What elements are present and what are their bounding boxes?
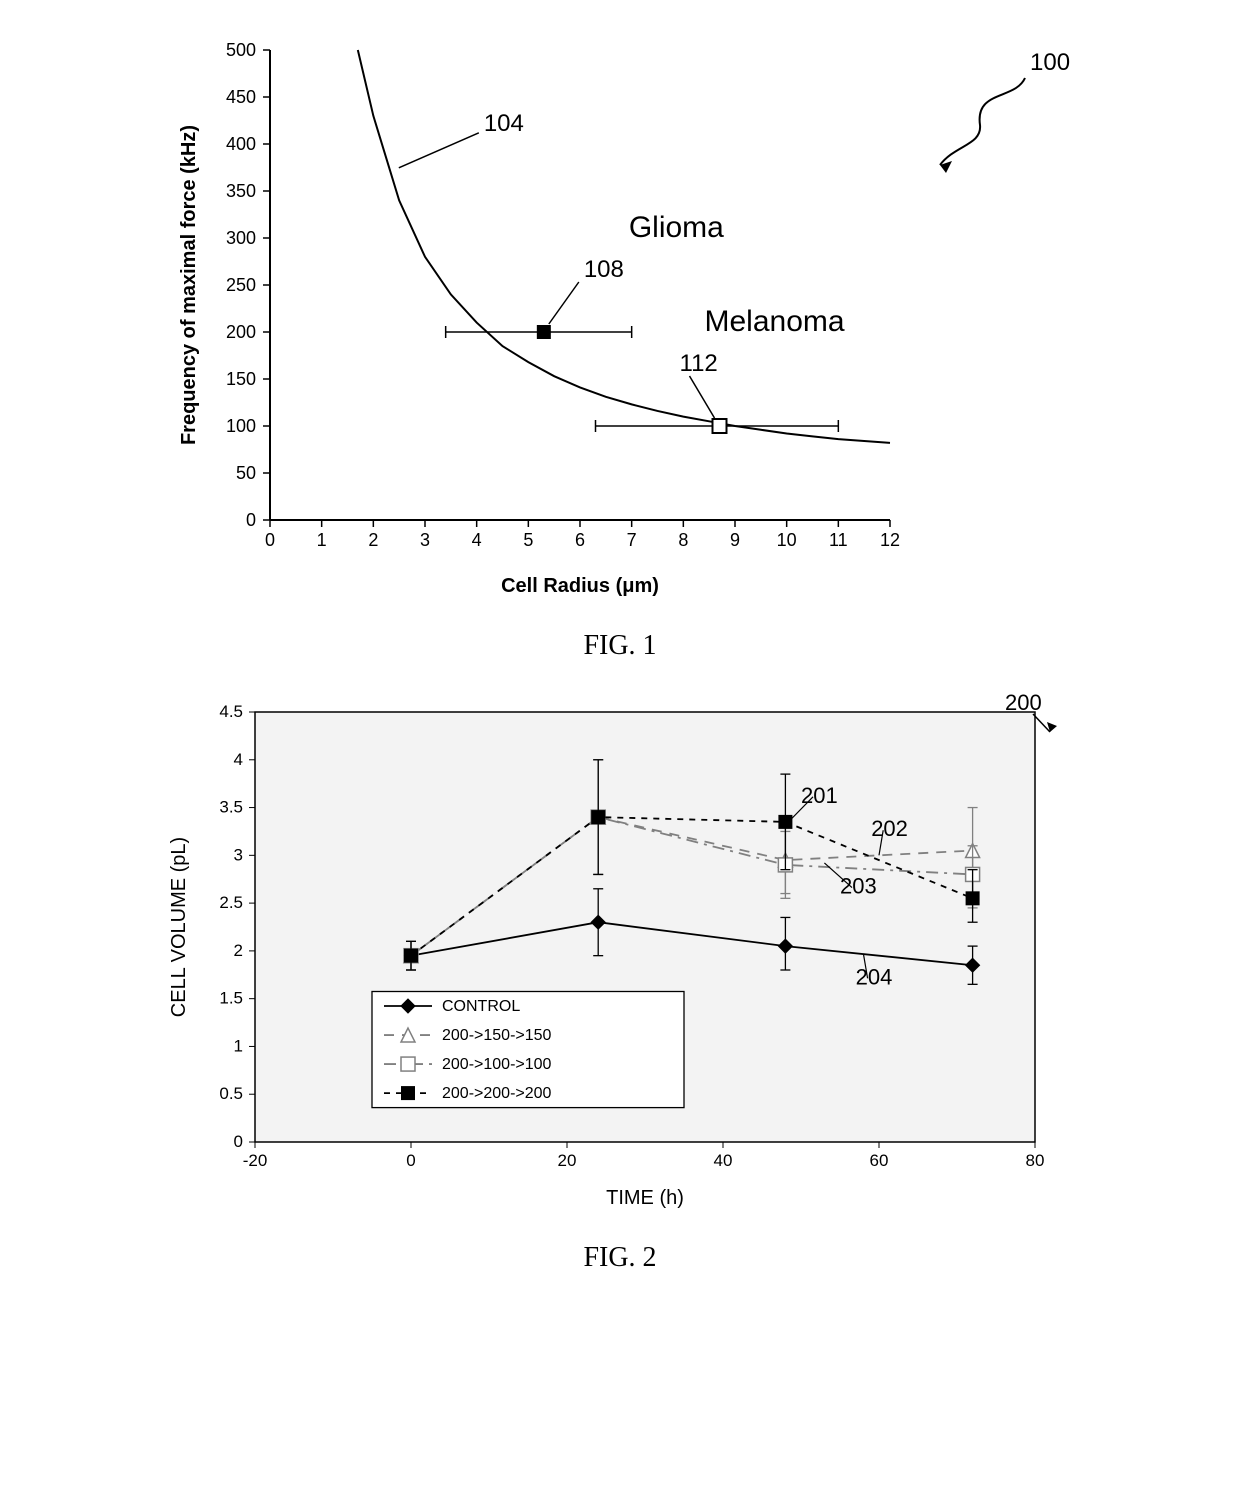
figure-1-caption: FIG. 1 [583, 630, 656, 662]
figure-2-caption: FIG. 2 [583, 1242, 656, 1274]
svg-text:4: 4 [234, 750, 243, 769]
svg-text:2: 2 [234, 941, 243, 960]
svg-text:104: 104 [484, 110, 524, 137]
svg-text:201: 201 [801, 783, 838, 808]
svg-text:80: 80 [1026, 1151, 1045, 1170]
svg-text:5: 5 [523, 530, 533, 550]
figure-2: -2002040608000.511.522.533.544.5TIME (h)… [145, 692, 1095, 1222]
svg-text:10: 10 [777, 530, 797, 550]
svg-text:200->150->150: 200->150->150 [442, 1027, 552, 1044]
svg-text:450: 450 [226, 87, 256, 107]
svg-text:Glioma: Glioma [629, 211, 724, 244]
svg-text:12: 12 [880, 530, 900, 550]
svg-text:100: 100 [226, 416, 256, 436]
svg-text:203: 203 [840, 874, 877, 899]
svg-text:3: 3 [234, 845, 243, 864]
svg-text:1.5: 1.5 [219, 989, 243, 1008]
svg-text:Melanoma: Melanoma [705, 305, 845, 338]
svg-text:60: 60 [870, 1151, 889, 1170]
svg-text:202: 202 [871, 816, 908, 841]
svg-text:200: 200 [1005, 692, 1042, 715]
svg-text:4.5: 4.5 [219, 702, 243, 721]
svg-text:50: 50 [236, 463, 256, 483]
svg-text:200->100->100: 200->100->100 [442, 1056, 552, 1073]
svg-text:350: 350 [226, 181, 256, 201]
svg-text:250: 250 [226, 275, 256, 295]
svg-text:300: 300 [226, 228, 256, 248]
page: 0123456789101112050100150200250300350400… [20, 20, 1220, 1304]
svg-text:Frequency of maximal force (kH: Frequency of maximal force (kHz) [178, 125, 200, 445]
svg-text:20: 20 [558, 1151, 577, 1170]
svg-text:-20: -20 [243, 1151, 268, 1170]
svg-text:0.5: 0.5 [219, 1084, 243, 1103]
chart-2-svg: -2002040608000.511.522.533.544.5TIME (h)… [145, 692, 1095, 1222]
svg-text:500: 500 [226, 40, 256, 60]
svg-text:4: 4 [472, 530, 482, 550]
svg-text:2: 2 [368, 530, 378, 550]
svg-text:11: 11 [829, 530, 848, 550]
svg-text:0: 0 [246, 510, 256, 530]
svg-text:204: 204 [856, 964, 893, 989]
svg-text:1: 1 [234, 1036, 243, 1055]
svg-text:400: 400 [226, 134, 256, 154]
svg-text:150: 150 [226, 369, 256, 389]
svg-text:0: 0 [234, 1132, 243, 1151]
svg-text:0: 0 [265, 530, 275, 550]
svg-text:2.5: 2.5 [219, 893, 243, 912]
svg-text:100: 100 [1030, 49, 1070, 76]
svg-text:108: 108 [584, 256, 624, 283]
svg-text:200->200->200: 200->200->200 [442, 1085, 552, 1102]
svg-text:7: 7 [627, 530, 637, 550]
svg-text:8: 8 [678, 530, 688, 550]
svg-text:112: 112 [680, 350, 718, 377]
figure-1: 0123456789101112050100150200250300350400… [150, 20, 1090, 610]
svg-text:3: 3 [420, 530, 430, 550]
svg-text:1: 1 [317, 530, 327, 550]
svg-text:6: 6 [575, 530, 585, 550]
chart-1-svg: 0123456789101112050100150200250300350400… [150, 20, 1090, 610]
svg-text:9: 9 [730, 530, 740, 550]
svg-text:0: 0 [406, 1151, 415, 1170]
svg-text:40: 40 [714, 1151, 733, 1170]
svg-text:TIME (h): TIME (h) [606, 1187, 684, 1209]
svg-text:200: 200 [226, 322, 256, 342]
svg-text:CONTROL: CONTROL [442, 998, 520, 1015]
svg-text:CELL VOLUME (pL): CELL VOLUME (pL) [168, 837, 190, 1017]
svg-text:Cell Radius (μm): Cell Radius (μm) [501, 575, 659, 597]
svg-text:3.5: 3.5 [219, 798, 243, 817]
